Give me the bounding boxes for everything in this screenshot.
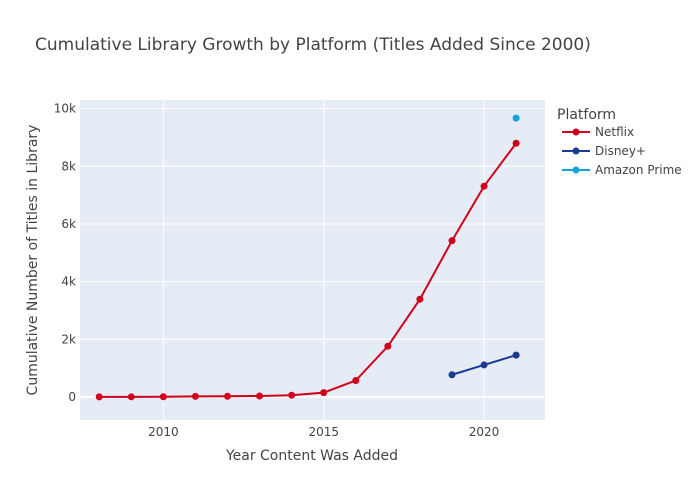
y-tick-label: 8k	[61, 159, 76, 173]
legend: Platform Netflix Disney+ Amazon Prime	[557, 107, 682, 177]
netflix-point	[95, 393, 103, 401]
disney--point	[448, 371, 456, 379]
disney--point	[512, 351, 520, 359]
netflix-point	[127, 393, 135, 401]
netflix-point	[320, 389, 328, 397]
x-tick-label: 2010	[148, 425, 179, 439]
netflix-point	[224, 392, 232, 400]
netflix-point	[288, 391, 296, 399]
legend-swatch-marker	[572, 147, 580, 155]
netflix-point	[512, 139, 520, 147]
netflix-point	[384, 342, 392, 350]
netflix-point	[448, 237, 456, 245]
legend-item-netflix: Netflix	[562, 125, 634, 139]
legend-label: Disney+	[595, 144, 646, 158]
disney--point	[480, 361, 488, 369]
netflix-point	[256, 392, 264, 400]
legend-swatch-marker	[572, 128, 580, 136]
chart-title: Cumulative Library Growth by Platform (T…	[35, 35, 591, 55]
y-tick-label: 10k	[54, 102, 76, 116]
netflix-point	[191, 392, 199, 400]
series-layer	[95, 114, 520, 401]
amazon-prime-point	[512, 114, 520, 122]
y-tick-label: 6k	[61, 217, 76, 231]
y-axis-ticks: 0 2k 4k 6k 8k 10k	[54, 102, 76, 404]
netflix-line	[99, 142, 517, 398]
netflix-point	[352, 377, 360, 385]
x-axis-title: Year Content Was Added	[225, 448, 398, 464]
y-tick-label: 0	[68, 390, 76, 404]
netflix-point	[416, 295, 424, 303]
legend-label: Netflix	[595, 125, 634, 139]
x-tick-label: 2015	[308, 425, 339, 439]
legend-item-amazon-prime: Amazon Prime	[562, 163, 682, 177]
legend-swatch-marker	[572, 166, 580, 174]
netflix-point	[480, 182, 488, 190]
y-tick-label: 4k	[61, 275, 76, 289]
netflix-point	[159, 393, 167, 401]
y-tick-label: 2k	[61, 332, 76, 346]
y-axis-title: Cumulative Number of Titles in Library	[25, 125, 41, 396]
legend-title: Platform	[557, 107, 616, 123]
plot-area	[80, 100, 545, 420]
x-axis-ticks: 2010 2015 2020	[148, 425, 499, 439]
legend-item-disney-: Disney+	[562, 144, 646, 158]
x-tick-label: 2020	[469, 425, 500, 439]
legend-label: Amazon Prime	[595, 163, 682, 177]
